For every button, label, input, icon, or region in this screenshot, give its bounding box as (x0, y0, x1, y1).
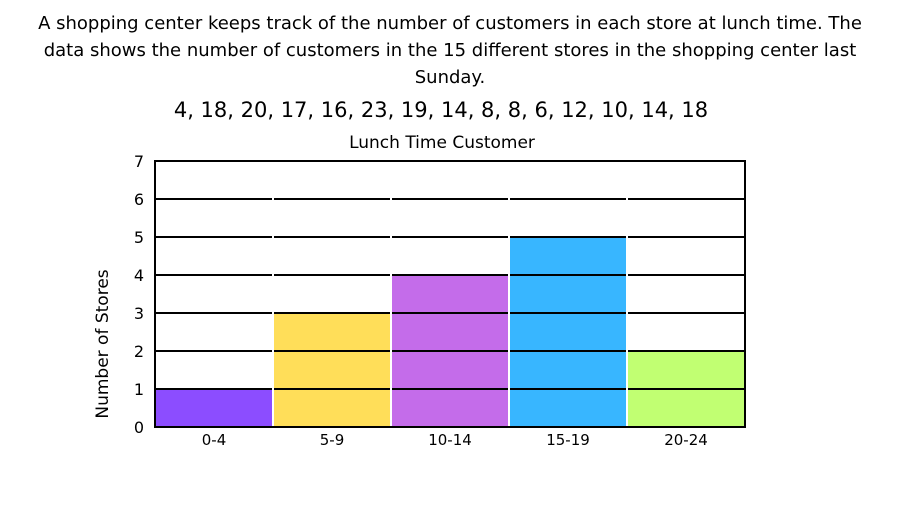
bar-0-4 (155, 389, 273, 427)
y-tick-label: 5 (134, 228, 144, 247)
y-tick-label: 2 (134, 342, 144, 361)
bar-5-9 (273, 313, 391, 427)
x-tick-label: 15-19 (546, 431, 590, 449)
y-tick-label: 0 (134, 418, 144, 437)
problem-text: A shopping center keeps track of the num… (38, 13, 862, 88)
y-tick-label: 7 (134, 152, 144, 171)
y-axis-label: Number of Stores (93, 269, 113, 418)
x-tick-label: 5-9 (320, 431, 345, 449)
data-list: 4, 18, 20, 17, 16, 23, 19, 14, 8, 8, 6, … (173, 98, 709, 122)
chart-title: Lunch Time Customer (349, 133, 535, 153)
y-tick-label: 6 (134, 190, 144, 209)
x-tick-label: 0-4 (202, 431, 227, 449)
y-tick-label: 4 (134, 266, 144, 285)
y-tick-label: 3 (134, 304, 144, 323)
plot-frame (154, 160, 746, 428)
x-tick-label: 10-14 (428, 431, 472, 449)
y-tick-label: 1 (134, 380, 144, 399)
x-tick-label: 20-24 (664, 431, 708, 449)
bar-15-19 (509, 237, 627, 427)
